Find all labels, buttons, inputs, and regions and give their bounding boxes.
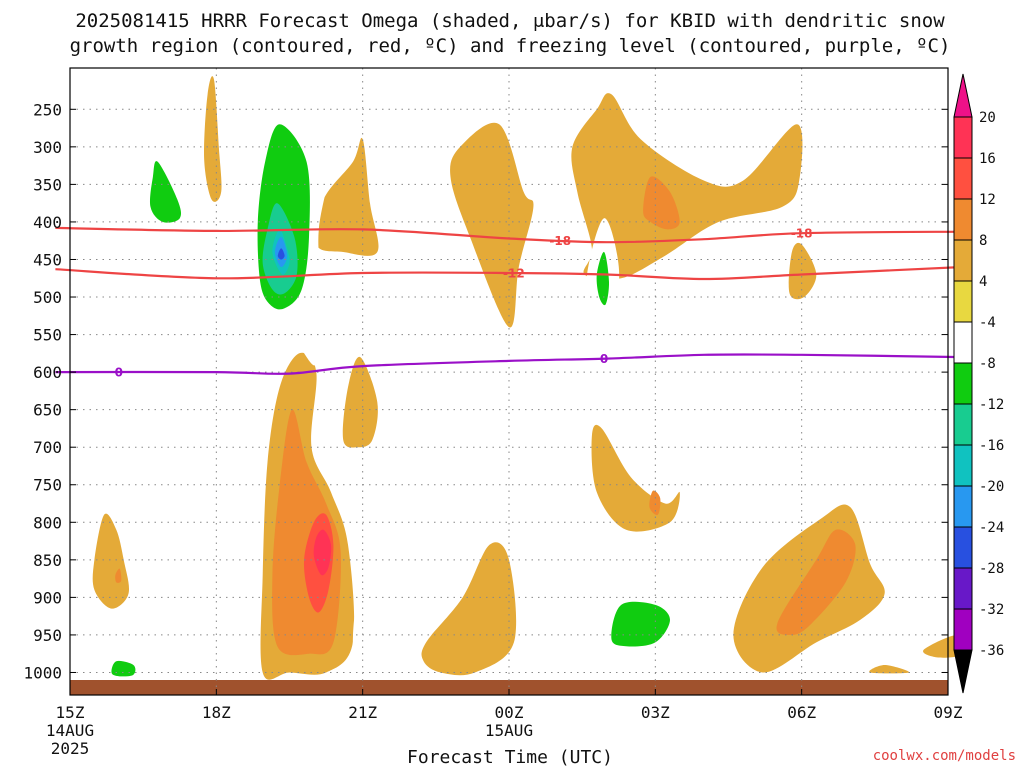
omega-region [352, 610, 364, 651]
x-axis-label: Forecast Time (UTC) [407, 747, 613, 768]
colorbar-min-arrow [953, 649, 973, 694]
y-tick-label: 650 [33, 401, 62, 420]
colorbar-band [953, 321, 973, 364]
omega-region [313, 529, 332, 576]
omega-region [788, 242, 817, 300]
y-tick-label: 400 [33, 213, 62, 232]
omega-region [596, 251, 610, 306]
colorbar-label: 8 [979, 233, 987, 249]
omega-region [776, 529, 856, 635]
colorbar-band [953, 567, 973, 610]
omega-region [315, 137, 379, 256]
y-axis-ticks: 250 300 350 400 450 500 550 600 650 700 750 800 850 9… [23, 100, 948, 682]
contour-label: -18 [791, 227, 813, 241]
temperature-contours: -18 -18 -12 0 0 [55, 226, 963, 380]
y-tick-label: 700 [33, 438, 62, 457]
colorbar-band [953, 157, 973, 200]
y-tick-label: 500 [33, 288, 62, 307]
y-tick-label: 850 [33, 551, 62, 570]
contour-line [55, 226, 963, 244]
x-tick-label: 00Z [495, 703, 524, 722]
omega-region [643, 176, 680, 230]
y-tick-label: 300 [33, 138, 62, 157]
omega-region [277, 248, 285, 260]
x-tick-label: 03Z [641, 703, 670, 722]
omega-region [342, 356, 378, 448]
x-tick-label: 09Z [934, 703, 963, 722]
colorbar-label: -16 [979, 438, 1004, 454]
x-tick-label: 15Z [56, 703, 85, 722]
colorbar-label: -4 [979, 315, 996, 331]
x-tick-year: 2025 [51, 739, 90, 758]
contour-line [55, 353, 963, 375]
omega-region [115, 568, 122, 583]
contour-line [55, 265, 963, 281]
contour-label: 0 [600, 352, 608, 366]
omega-region [421, 542, 517, 676]
colorbar-label: 12 [979, 192, 996, 208]
colorbar-label: -28 [979, 561, 1004, 577]
x-tick-date: 14AUG [46, 721, 94, 740]
omega-region [204, 76, 222, 202]
omega-region [150, 161, 182, 223]
y-tick-label: 550 [33, 326, 62, 345]
colorbar-label: -12 [979, 397, 1004, 413]
colorbar-band [953, 198, 973, 241]
colorbar-label: -36 [979, 643, 1004, 659]
omega-shading [84, 60, 965, 680]
colorbar-label: -20 [979, 479, 1004, 495]
y-tick-label: 250 [33, 100, 62, 119]
x-tick-label: 18Z [202, 703, 231, 722]
contour-label: -12 [503, 267, 525, 281]
colorbar-band [953, 239, 973, 282]
y-tick-label: 600 [33, 363, 62, 382]
colorbar-label: -8 [979, 356, 996, 372]
colorbar-band [953, 362, 973, 405]
colorbar-band [953, 444, 973, 487]
colorbar-label: 16 [979, 151, 996, 167]
chart-title-line-2: growth region (contoured, red, ºC) and f… [70, 35, 951, 57]
colorbar-label: 20 [979, 110, 996, 126]
omega-region [571, 93, 803, 280]
y-tick-label: 950 [33, 626, 62, 645]
y-tick-label: 1000 [23, 663, 62, 682]
y-tick-label: 800 [33, 513, 62, 532]
y-tick-label: 450 [33, 250, 62, 269]
omega-region [450, 122, 534, 328]
omega-region [389, 234, 414, 302]
colorbar-band [953, 280, 973, 323]
colorbar-label: -32 [979, 602, 1004, 618]
y-tick-label: 350 [33, 175, 62, 194]
contour-label: 0 [115, 366, 123, 380]
omega-region [92, 513, 130, 609]
omega-region [869, 665, 910, 674]
omega-region [399, 135, 410, 186]
colorbar-band [953, 485, 973, 528]
ground-surface [70, 680, 948, 695]
colorbar-band [953, 403, 973, 446]
colorbar-band [953, 116, 973, 159]
colorbar-band [953, 526, 973, 569]
colorbar-label: 4 [979, 274, 987, 290]
y-tick-label: 900 [33, 588, 62, 607]
colorbar-band [953, 608, 973, 651]
contour-label: -18 [549, 234, 571, 248]
omega-region [649, 490, 661, 516]
x-tick-label: 06Z [787, 703, 816, 722]
credit-link[interactable]: coolwx.com/models [873, 748, 1016, 764]
omega-region [843, 60, 856, 121]
colorbar-max-arrow [953, 73, 973, 118]
x-tick-date: 15AUG [485, 721, 533, 740]
colorbar-label: -24 [979, 520, 1004, 536]
x-tick-label: 21Z [348, 703, 377, 722]
y-tick-label: 750 [33, 476, 62, 495]
chart-title-line-1: 2025081415 HRRR Forecast Omega (shaded, … [75, 10, 945, 32]
colorbar: 20 16 12 8 4 -4 -8 -12 -16 -20 -24 -28 -32 -36 [953, 73, 1004, 694]
